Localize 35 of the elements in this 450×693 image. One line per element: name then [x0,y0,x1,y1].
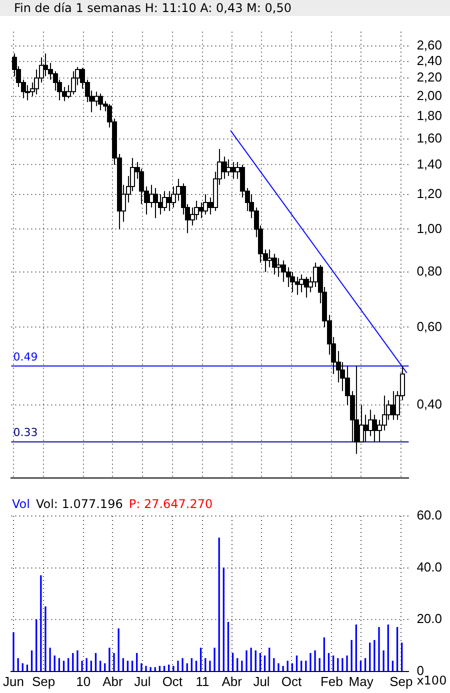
x-tick-label: Jul [253,674,270,689]
x-tick-label: Jul [134,674,151,689]
y-tick-label: 0,80 [416,264,442,279]
y-tick-label: 0,40 [416,396,442,412]
y-tick-label: 2,00 [416,88,442,103]
ref-line-label: 0.33 [13,426,38,440]
x-tick-label: Sep [32,674,56,689]
x-tick-label: Abr [222,674,243,689]
y-tick-label: 1,40 [416,156,442,172]
y-tick-label: 2,40 [416,52,442,68]
chart-title: Vol [12,497,30,511]
x-tick-label: May [348,674,374,689]
x-tick-label: 11 [196,674,210,689]
y-tick-label: 40.0 [416,559,442,574]
ref-line-label: 0.49 [13,350,38,364]
y-tick-label: 0 [416,662,424,678]
x-tick-label: Oct [162,674,183,689]
y-tick-label: 2,20 [416,70,442,85]
x-tick-label: Jun [3,674,24,689]
y-tick-label: 20.0 [416,611,442,626]
x-tick-label: 10 [76,674,91,689]
chart-subtitle: Vol: 1.077.196 [36,497,123,511]
y-tick-label: 1,60 [416,130,442,146]
y-tick-label: 1,80 [416,108,442,124]
y-tick-label: 60.0 [416,508,442,523]
y-tick-label: 1,20 [416,186,442,201]
x-tick-label: Feb [320,674,343,689]
y-tick-label: 1,00 [416,220,442,236]
x-tick-label: Oct [281,674,302,689]
y-tick-label: 2,60 [416,38,442,53]
x-tick-label: Abr [102,674,124,689]
chart-title: Fin de día 1 semanas H: 11:10 A: 0,43 M: 0,50 [14,1,292,15]
text: P: 27.647.270 [128,497,213,511]
y-tick-label: 0,60 [416,318,442,334]
x-tick-label: Sep [390,674,413,689]
